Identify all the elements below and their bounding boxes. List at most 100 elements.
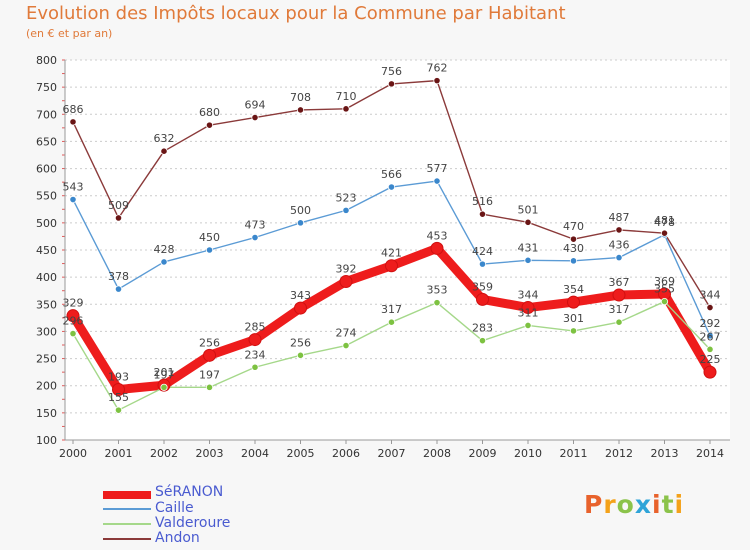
data-label: 470 <box>563 220 584 233</box>
data-point <box>251 363 259 371</box>
y-tick-label: 350 <box>36 298 57 311</box>
data-label: 155 <box>108 391 129 404</box>
data-point <box>205 246 214 254</box>
data-label: 431 <box>518 241 539 254</box>
data-label: 344 <box>518 289 539 302</box>
legend-swatch-seranon <box>103 491 151 499</box>
proxiti-logo: Proxiti <box>584 490 684 519</box>
data-label: 292 <box>700 317 721 330</box>
data-label: 762 <box>427 62 448 75</box>
data-point <box>296 351 305 359</box>
data-point <box>660 297 669 306</box>
data-label: 234 <box>245 348 266 361</box>
data-point <box>660 229 669 237</box>
data-label: 256 <box>290 336 311 349</box>
data-point <box>342 206 350 214</box>
data-point <box>251 233 259 242</box>
data-point <box>385 259 398 273</box>
data-label: 523 <box>336 191 357 204</box>
y-tick-label: 800 <box>36 54 57 67</box>
logo-letter: o <box>616 490 635 519</box>
data-point <box>615 254 623 262</box>
data-point <box>524 218 532 226</box>
data-point <box>433 299 441 307</box>
data-point <box>160 147 168 155</box>
logo-letter: x <box>634 490 652 519</box>
data-point <box>251 113 259 122</box>
data-label: 193 <box>108 371 129 384</box>
data-label: 680 <box>199 106 220 119</box>
data-label: 201 <box>154 366 175 379</box>
data-label: 353 <box>427 284 448 297</box>
legend-swatch-andon <box>103 538 151 540</box>
data-label: 225 <box>700 353 721 366</box>
data-label: 344 <box>700 289 721 302</box>
data-point <box>387 183 396 191</box>
y-tick-label: 200 <box>36 380 57 393</box>
x-tick-label: 2000 <box>59 447 87 460</box>
legend-label-seranon: SéRANON <box>155 484 224 500</box>
chart-title: Evolution des Impôts locaux pour la Comm… <box>26 3 566 24</box>
data-label: 453 <box>427 229 448 242</box>
y-tick-label: 450 <box>36 244 57 257</box>
data-point <box>160 383 168 391</box>
data-label: 430 <box>563 242 584 255</box>
data-label: 436 <box>609 239 630 252</box>
y-tick-label: 400 <box>36 271 57 284</box>
data-label: 285 <box>245 321 266 334</box>
data-point <box>524 321 532 330</box>
data-point <box>478 337 487 345</box>
logo-letter: t <box>661 490 675 519</box>
data-point <box>521 301 535 315</box>
data-point <box>66 309 80 323</box>
data-point <box>433 77 441 85</box>
data-point <box>615 318 623 326</box>
data-point <box>387 318 396 326</box>
y-tick-label: 100 <box>36 434 57 447</box>
data-label: 367 <box>609 276 630 289</box>
legend-label-caille: Caille <box>155 500 194 516</box>
data-label: 197 <box>199 368 220 381</box>
data-label: 317 <box>609 303 630 316</box>
data-point <box>160 258 168 266</box>
x-tick-label: 2010 <box>514 447 542 460</box>
data-label: 708 <box>290 91 311 104</box>
data-label: 478 <box>654 216 675 229</box>
data-point <box>339 274 353 288</box>
data-point <box>248 333 262 347</box>
data-label: 283 <box>472 322 493 335</box>
data-label: 694 <box>245 99 266 112</box>
data-point <box>524 256 532 264</box>
data-point <box>703 365 717 379</box>
data-point <box>569 327 578 335</box>
data-label: 450 <box>199 231 220 244</box>
data-label: 369 <box>654 275 675 288</box>
y-tick-label: 150 <box>36 407 57 420</box>
x-tick-label: 2001 <box>105 447 133 460</box>
data-label: 301 <box>563 312 584 325</box>
data-point <box>567 295 580 309</box>
data-label: 329 <box>63 297 84 310</box>
x-tick-label: 2007 <box>378 447 406 460</box>
y-tick-label: 500 <box>36 217 57 230</box>
data-label: 267 <box>700 330 721 343</box>
data-label: 359 <box>472 280 493 293</box>
legend-swatch-caille <box>103 508 151 510</box>
data-point <box>612 288 626 302</box>
data-point <box>114 285 123 293</box>
data-label: 428 <box>154 243 175 256</box>
y-tick-label: 600 <box>36 163 57 176</box>
data-point <box>387 80 396 88</box>
data-point <box>569 235 578 243</box>
data-label: 543 <box>63 181 84 194</box>
legend-label-valderoure: Valderoure <box>155 515 231 531</box>
x-tick-label: 2009 <box>469 447 497 460</box>
legend-swatch-valderoure <box>103 523 151 525</box>
data-label: 509 <box>108 199 129 212</box>
data-label: 481 <box>654 214 675 227</box>
data-label: 256 <box>199 336 220 349</box>
data-point <box>205 383 214 391</box>
data-point <box>342 105 350 113</box>
logo-letter: i <box>652 490 662 519</box>
x-tick-label: 2002 <box>150 447 178 460</box>
